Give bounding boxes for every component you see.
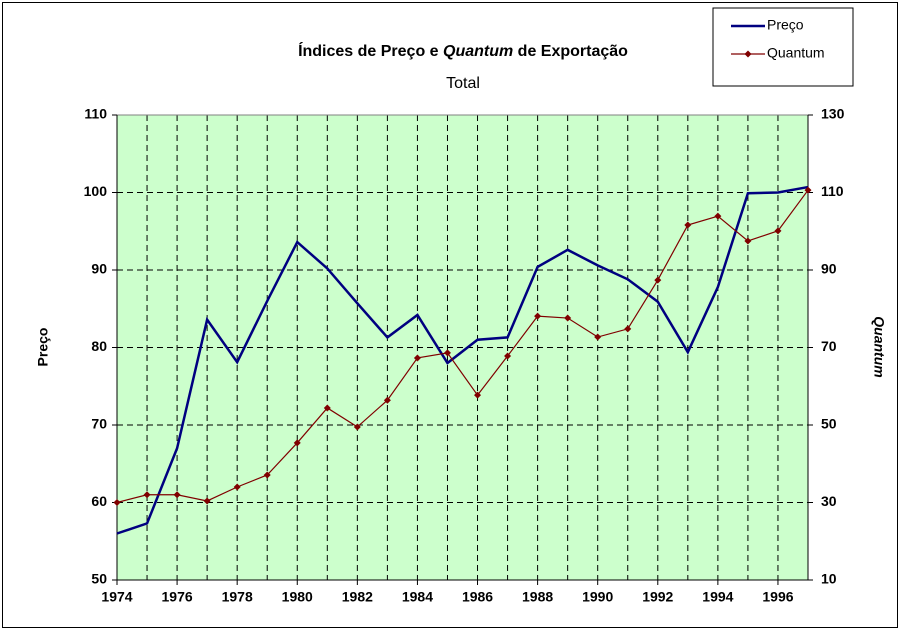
- series-marker: [654, 276, 662, 284]
- x-tick-label: 1990: [582, 589, 613, 605]
- series-marker: [714, 212, 722, 220]
- series-marker: [263, 471, 271, 479]
- x-tick-label: 1992: [642, 589, 673, 605]
- y-tick-label: 90: [91, 261, 107, 277]
- title-part: Quantum: [443, 43, 513, 60]
- x-tick-label: 1988: [522, 589, 553, 605]
- series-line: [116, 185, 809, 535]
- series-marker: [594, 333, 602, 341]
- x-tick-label: 1986: [462, 589, 493, 605]
- series-marker: [113, 499, 121, 506]
- y2-tick-label: 90: [821, 261, 837, 277]
- series-marker: [173, 491, 181, 499]
- series-marker: [443, 349, 451, 357]
- y-tick-label: 70: [91, 416, 107, 432]
- series-marker: [564, 314, 572, 322]
- y2-tick-label: 10: [821, 571, 837, 587]
- series-marker: [774, 227, 782, 235]
- series-marker: [143, 491, 151, 499]
- x-tick-label: 1982: [342, 589, 373, 605]
- x-tick-label: 1996: [762, 589, 793, 605]
- series-line: [116, 189, 809, 504]
- x-tick-label: 1974: [101, 589, 132, 605]
- series-marker: [293, 439, 301, 447]
- title-part: de Exportação: [513, 43, 628, 60]
- x-tick-label: 1980: [282, 589, 313, 605]
- y2-axis-label: Quantum: [871, 316, 887, 377]
- y2-tick-label: 130: [821, 106, 845, 122]
- series-marker: [413, 354, 421, 362]
- y-tick-label: 110: [84, 106, 107, 122]
- y-tick-label: 80: [91, 338, 107, 354]
- series-marker: [353, 423, 361, 431]
- series-marker: [534, 312, 542, 320]
- y-tick-label: 50: [91, 571, 107, 587]
- y2-tick-label: 50: [821, 416, 837, 432]
- x-tick-label: 1994: [702, 589, 733, 605]
- chart-title: Índices de Preço e Quantum de Exportação: [298, 41, 628, 60]
- legend-marker: [744, 50, 752, 58]
- series-marker: [804, 186, 812, 194]
- series-marker: [504, 352, 512, 360]
- y2-tick-label: 30: [821, 493, 837, 509]
- x-tick-label: 1976: [162, 589, 193, 605]
- series-marker: [474, 391, 482, 399]
- legend-box: [712, 7, 854, 87]
- y2-tick-label: 110: [821, 183, 844, 199]
- title-part: Índices de Preço e: [298, 41, 443, 60]
- y2-tick-label: 70: [821, 338, 837, 354]
- series-marker: [383, 396, 391, 404]
- series-marker: [323, 404, 331, 412]
- y-tick-label: 100: [84, 183, 108, 199]
- x-tick-label: 1978: [222, 589, 253, 605]
- series-marker: [233, 483, 241, 491]
- series-marker: [684, 221, 692, 229]
- series-marker: [624, 325, 632, 333]
- series-marker: [744, 237, 752, 245]
- series-marker: [203, 497, 211, 505]
- legend-label: Preço: [767, 17, 804, 33]
- x-tick-label: 1984: [402, 589, 433, 605]
- legend-label: Quantum: [767, 45, 825, 61]
- chart-subtitle: Total: [446, 75, 480, 92]
- y-axis-label: Preço: [35, 328, 51, 367]
- y-tick-label: 60: [91, 493, 107, 509]
